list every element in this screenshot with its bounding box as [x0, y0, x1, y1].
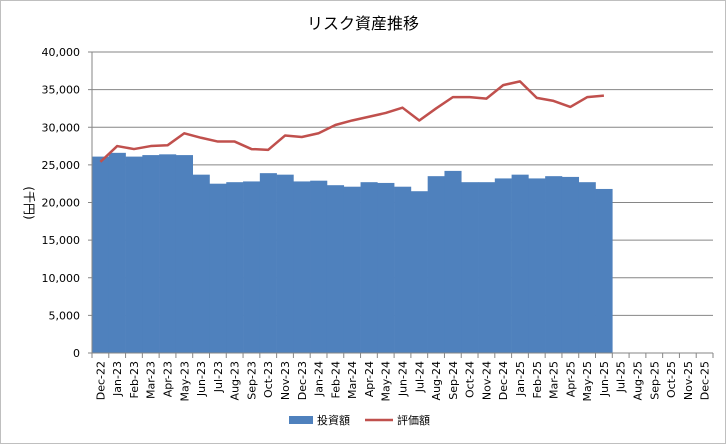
axes [88, 51, 714, 358]
x-tick-label: Dec-22 [94, 361, 107, 400]
bar [259, 173, 277, 353]
bar [175, 155, 194, 353]
x-tick-label: Feb-24 [329, 361, 342, 398]
x-tick-label: Jul-25 [615, 361, 628, 393]
x-tick-label: May-25 [581, 361, 594, 402]
chart-title: リスク資産推移 [307, 14, 419, 33]
x-tick-label: Sep-25 [648, 361, 661, 400]
bar [511, 174, 529, 353]
x-tick-label: Dec-25 [699, 361, 712, 400]
legend: 投資額 評価額 [289, 413, 430, 427]
bar [528, 178, 546, 353]
x-tick-label: Sep-24 [447, 361, 460, 400]
line-path [99, 80, 605, 163]
x-tick-label: Mar-23 [145, 361, 158, 399]
x-tick-label: Nov-23 [279, 361, 292, 400]
legend-label-investment: 投資額 [317, 413, 350, 427]
x-tick-label: Jul-23 [212, 361, 225, 393]
legend-label-valuation: 評価額 [397, 413, 430, 427]
y-tick-label: 15,000 [42, 234, 81, 247]
x-tick-label: Jun-24 [397, 361, 410, 397]
bar [444, 170, 462, 353]
bar [192, 174, 210, 353]
bar [243, 181, 261, 353]
bar [125, 156, 143, 353]
bar [427, 176, 445, 353]
bar [461, 182, 479, 353]
y-tick-label: 35,000 [42, 84, 81, 97]
x-tick-label: Jan-23 [111, 361, 124, 397]
bar [394, 186, 412, 353]
y-tick-label: 30,000 [42, 121, 81, 134]
bar [343, 186, 361, 353]
x-tick-label: Jun-25 [598, 361, 611, 397]
x-tick-label: May-24 [380, 361, 393, 402]
x-tick-label: Nov-24 [480, 361, 493, 400]
bar [494, 178, 512, 353]
x-tick-label: May-23 [178, 361, 191, 402]
x-tick-label: Nov-25 [682, 361, 695, 400]
x-tick-label: Mar-24 [346, 361, 359, 399]
bar [108, 152, 126, 353]
x-tick-label: Apr-25 [564, 361, 577, 397]
bar [595, 188, 613, 353]
x-tick-label: Apr-24 [363, 361, 376, 397]
x-tick-label: Feb-25 [531, 361, 544, 398]
line-series [99, 80, 605, 163]
y-axis-title: (千円) [22, 186, 36, 219]
x-tick-label: Dec-24 [497, 361, 510, 400]
legend-swatch-investment [289, 416, 313, 424]
bar [478, 182, 496, 353]
y-tick-label: 5,000 [49, 309, 81, 322]
bar-series [92, 152, 613, 353]
bar [410, 191, 428, 353]
x-tick-label: Mar-25 [548, 361, 561, 399]
x-tick-label: Jan-25 [514, 361, 527, 397]
x-tick-label: Oct-23 [262, 361, 275, 398]
bar [545, 176, 563, 353]
y-tick-label: 25,000 [42, 159, 81, 172]
bar [310, 180, 328, 353]
x-tick-label: Jul-24 [413, 361, 426, 393]
x-tick-label: Jun-23 [195, 361, 208, 397]
x-tick-label: Dec-23 [296, 361, 309, 400]
x-tick-label: Jan-24 [313, 361, 326, 397]
bar [226, 182, 244, 353]
bar [360, 182, 378, 353]
y-tick-label: 20,000 [42, 197, 81, 210]
bar [209, 183, 227, 353]
x-tick-label: Sep-23 [245, 361, 258, 400]
x-tick-label: Aug-23 [229, 361, 242, 400]
bar [326, 185, 345, 353]
bar [92, 156, 110, 353]
y-tick-label: 0 [73, 347, 80, 360]
y-tick-label: 40,000 [42, 46, 81, 59]
x-tick-label: Aug-25 [631, 361, 644, 400]
bar [293, 181, 311, 353]
y-tick-label: 10,000 [42, 272, 81, 285]
x-tick-label: Feb-23 [128, 361, 141, 398]
bar [142, 155, 160, 353]
bar [377, 182, 395, 353]
x-tick-labels: Dec-22 Jan-23 Feb-23 Mar-23 Apr-23 May-23 Jun-… [94, 361, 711, 402]
bar [276, 174, 294, 353]
x-tick-label: Oct-24 [464, 361, 477, 398]
x-tick-label: Apr-23 [162, 361, 175, 397]
x-tick-label: Aug-24 [430, 361, 443, 400]
y-tick-labels: 0 5,000 10,000 15,000 20,000 25,000 30,000 35,0… [42, 46, 81, 360]
bar [561, 176, 580, 353]
x-tick-label: Oct-25 [665, 361, 678, 398]
bar [578, 182, 596, 353]
bar [159, 154, 177, 353]
